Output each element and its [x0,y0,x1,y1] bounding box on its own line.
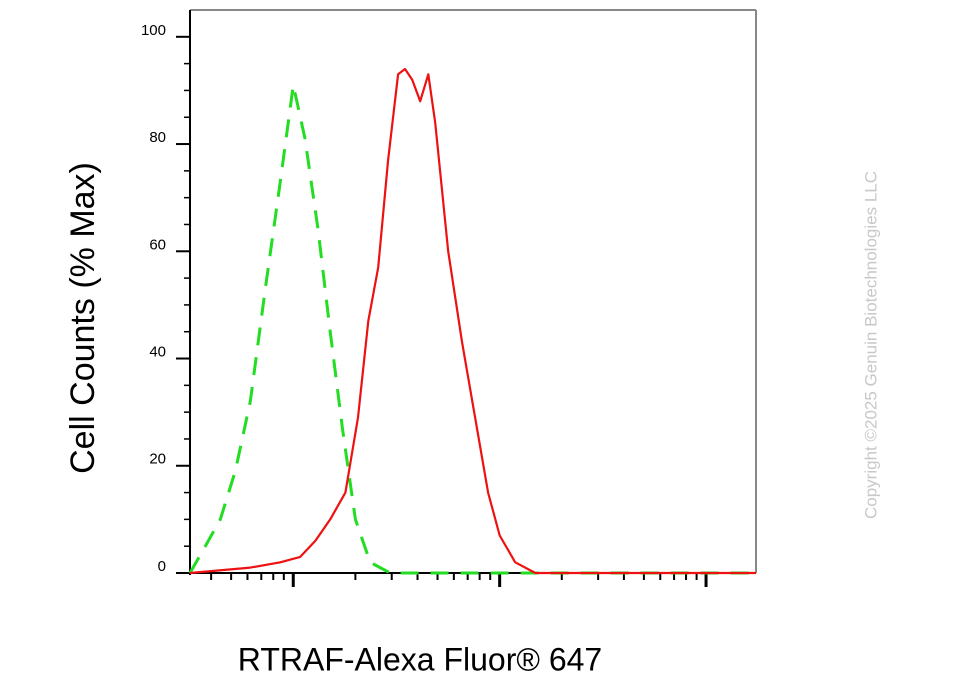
watermark: Copyright ©2025 Genuin Biotechnologies L… [861,171,880,519]
y-tick-label: 40 [149,343,166,360]
series-line [188,83,756,575]
y-tick-label: 80 [149,129,166,146]
y-tick-label: 100 [141,22,166,39]
y-axis-label: Cell Counts (% Max) [64,162,102,474]
y-tick-label: 0 [158,558,166,575]
x-axis-label: RTRAF-Alexa Fluor® 647 [238,641,602,677]
y-tick-label: 60 [149,236,166,253]
y-tick-label: 20 [149,451,166,468]
series-line [189,67,756,575]
